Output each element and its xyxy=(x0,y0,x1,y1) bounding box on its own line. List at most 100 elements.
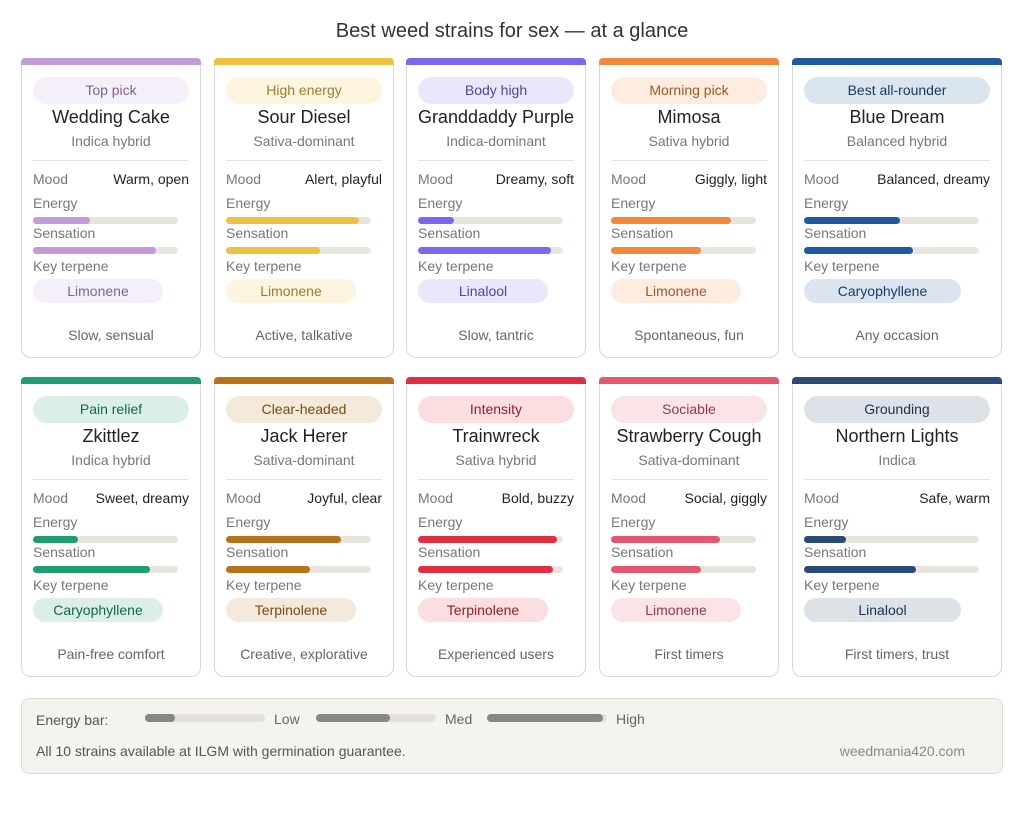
terpene-label: Key terpene xyxy=(611,577,687,593)
best-for: Active, talkative xyxy=(255,327,353,343)
terpene-pill: Terpinolene xyxy=(418,598,548,622)
strain-name: Granddaddy Purple xyxy=(417,107,575,127)
energy-track xyxy=(418,217,563,224)
energy-bar xyxy=(226,536,341,543)
energy-label: Energy xyxy=(33,514,78,530)
strain-name: Strawberry Cough xyxy=(616,426,762,446)
strain-name: Trainwreck xyxy=(452,426,540,446)
mood-label: Mood xyxy=(611,490,647,506)
divider xyxy=(226,479,382,480)
strain-card: Grounding Northern Lights Indica Mood Safe, … xyxy=(792,377,1002,677)
sensation-label: Sensation xyxy=(804,544,867,560)
strain-type: Indica hybrid xyxy=(71,452,151,468)
mood-value: Alert, playful xyxy=(304,171,382,187)
terpene-label: Key terpene xyxy=(611,258,687,274)
sensation-bar xyxy=(611,566,701,573)
tag-pill: Sociable xyxy=(611,396,767,423)
best-for: Any occasion xyxy=(855,327,939,343)
strain-card: Morning pick Mimosa Sativa hybrid Mood Giggl… xyxy=(599,58,779,358)
terpene-pill: Limonene xyxy=(226,279,356,303)
title: Best weed strains for sex — at a glance xyxy=(335,20,689,42)
strain-name: Sour Diesel xyxy=(257,107,351,127)
tag-pill: Clear-headed xyxy=(226,396,382,423)
sensation-bar xyxy=(804,247,913,254)
mood-label: Mood xyxy=(804,171,840,187)
divider xyxy=(418,479,574,480)
best-for: Slow, sensual xyxy=(68,327,154,343)
card-accent xyxy=(21,58,201,65)
card-accent xyxy=(21,377,201,384)
terpene-label: Key terpene xyxy=(418,577,494,593)
terpene-pill: Limonene xyxy=(611,279,741,303)
mood-label: Mood xyxy=(418,490,454,506)
sensation-bar xyxy=(33,566,151,573)
best-for: Spontaneous, fun xyxy=(634,327,744,343)
card-accent xyxy=(599,377,779,384)
terpene-pill: Limonene xyxy=(33,279,163,303)
strain-card: High energy Sour Diesel Sativa-dominant Moo… xyxy=(214,58,394,358)
energy-bar xyxy=(611,217,732,224)
sensation-label: Sensation xyxy=(33,544,96,560)
sensation-label: Sensation xyxy=(226,225,289,241)
energy-bar xyxy=(418,217,455,224)
strain-card: Top pick Wedding Cake Indica hybrid Mood War… xyxy=(21,58,201,358)
mood-label: Mood xyxy=(226,490,262,506)
strain-type: Balanced hybrid xyxy=(846,133,948,149)
strain-type: Sativa hybrid xyxy=(455,452,537,468)
terpene-label: Key terpene xyxy=(33,258,109,274)
mood-label: Mood xyxy=(33,171,69,187)
energy-label: Energy xyxy=(611,514,656,530)
sensation-bar xyxy=(611,247,701,254)
sensation-bar xyxy=(226,566,311,573)
strain-card: Sociable Strawberry Cough Sativa-dominant M… xyxy=(599,377,779,677)
energy-label: Energy xyxy=(611,195,656,211)
divider xyxy=(33,160,189,161)
legend-item-label: Med xyxy=(445,711,473,727)
legend-item-label: High xyxy=(616,711,645,727)
energy-label: Energy xyxy=(804,195,849,211)
terpene-label: Key terpene xyxy=(418,258,494,274)
strain-name: Northern Lights xyxy=(835,426,959,446)
best-for: First timers xyxy=(654,646,724,662)
divider xyxy=(611,160,767,161)
strain-name: Mimosa xyxy=(657,107,721,127)
strain-card: Pain relief Zkittlez Indica hybrid Mood Swee… xyxy=(21,377,201,677)
tag-pill: Best all-rounder xyxy=(804,77,990,104)
footer-site: weedmania420.com xyxy=(839,743,965,759)
mood-label: Mood xyxy=(804,490,840,506)
energy-bar xyxy=(804,217,901,224)
legend-track xyxy=(145,714,265,722)
terpene-label: Key terpene xyxy=(804,577,880,593)
divider xyxy=(804,160,990,161)
best-for: Experienced users xyxy=(438,646,554,662)
strain-card: Best all-rounder Blue Dream Balanced hybri… xyxy=(792,58,1002,358)
mood-value: Safe, warm xyxy=(919,490,990,506)
energy-label: Energy xyxy=(418,514,463,530)
card-accent xyxy=(792,377,1002,384)
energy-label: Energy xyxy=(804,514,849,530)
mood-label: Mood xyxy=(33,490,69,506)
tag-pill: Morning pick xyxy=(611,77,767,104)
terpene-label: Key terpene xyxy=(226,577,302,593)
tag-pill: Body high xyxy=(418,77,574,104)
sensation-label: Sensation xyxy=(33,225,96,241)
strain-type: Sativa-dominant xyxy=(638,452,740,468)
legend-label: Energy bar: xyxy=(36,712,109,728)
mood-value: Joyful, clear xyxy=(307,490,382,506)
strain-type: Sativa-dominant xyxy=(253,452,355,468)
strain-name: Jack Herer xyxy=(260,426,348,446)
energy-bar xyxy=(33,217,90,224)
legend-bar xyxy=(145,714,175,722)
card-accent xyxy=(792,58,1002,65)
mood-label: Mood xyxy=(226,171,262,187)
energy-track xyxy=(33,217,178,224)
legend-item-label: Low xyxy=(274,711,300,727)
mood-value: Dreamy, soft xyxy=(495,171,574,187)
terpene-pill: Limonene xyxy=(611,598,741,622)
energy-label: Energy xyxy=(226,195,271,211)
terpene-label: Key terpene xyxy=(226,258,302,274)
divider xyxy=(226,160,382,161)
tag-pill: Grounding xyxy=(804,396,990,423)
sensation-bar xyxy=(418,566,553,573)
